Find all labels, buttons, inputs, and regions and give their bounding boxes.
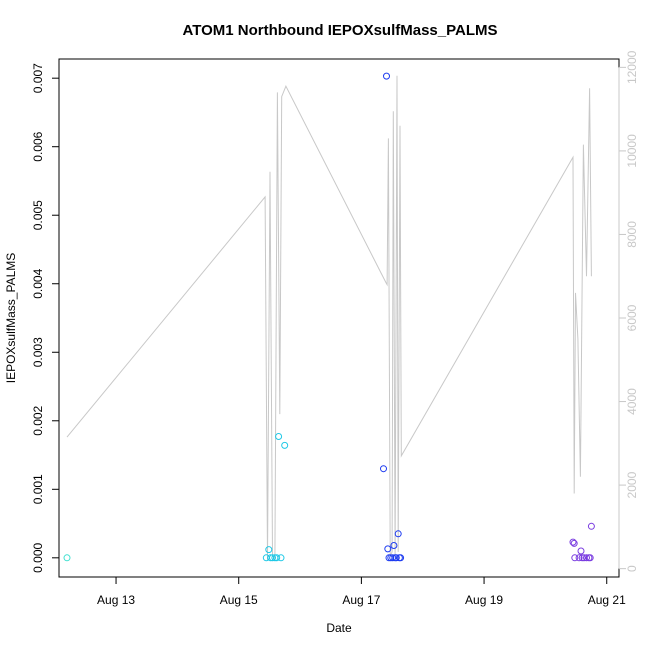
data-point-flight_3: [384, 545, 392, 553]
y2-tick-label: 10000: [625, 134, 639, 168]
data-point-flight_3: [380, 465, 387, 473]
y-tick-label: 0.000: [31, 542, 45, 572]
y2-axis: 0 2000 4000 6000 8000 10000 12000: [618, 50, 639, 572]
x-tick-label: Aug 21: [588, 593, 626, 607]
y-tick-label: 0.005: [31, 200, 45, 230]
data-point-flight_4: [586, 554, 594, 562]
x-axis: Aug 13 Aug 15 Aug 17 Aug 19 Aug 21: [97, 576, 626, 607]
data-point-flight_3: [392, 554, 400, 562]
y2-tick-label: 8000: [625, 221, 639, 248]
data-point-flight_3: [394, 530, 402, 538]
y-tick-label: 0.006: [31, 131, 45, 161]
data-point-flight_2: [265, 546, 273, 554]
y2-tick-label: 2000: [625, 471, 639, 498]
data-point-flight_2: [275, 433, 283, 440]
y-tick-label: 0.004: [31, 268, 45, 298]
data-point-flight_4: [587, 522, 595, 530]
y-axis-label: IEPOXsulfMass_PALMS: [4, 253, 18, 384]
y2-tick-label: 0: [625, 565, 639, 572]
data-point-flight_4: [569, 538, 577, 546]
altitude-layer: [66, 75, 592, 561]
data-point-flight_2: [277, 554, 285, 562]
data-point-flight_3: [397, 554, 405, 562]
y2-tick-label: 12000: [625, 50, 639, 84]
x-tick-label: Aug 19: [465, 593, 503, 607]
chart-title: ATOM1 Northbound IEPOXsulfMass_PALMS: [182, 22, 497, 39]
altitude-line: [66, 75, 592, 561]
y-tick-label: 0.003: [31, 337, 45, 367]
data-point-flight_4: [583, 554, 590, 562]
data-point-flight_4: [575, 554, 583, 562]
data-point-flight_2: [269, 554, 276, 562]
data-point-flight_2: [273, 554, 281, 562]
y-tick-label: 0.002: [31, 405, 45, 435]
y-tick-label: 0.007: [31, 63, 45, 93]
x-tick-label: Aug 15: [220, 593, 258, 607]
data-point-flight_3: [389, 554, 397, 562]
y2-tick-label: 6000: [625, 304, 639, 331]
data-point-flight_4: [577, 547, 585, 555]
x-axis-label: Date: [326, 621, 352, 635]
points-layer: [63, 72, 595, 562]
plot-frame: [58, 58, 620, 578]
x-tick-label: Aug 13: [97, 593, 135, 607]
data-point-flight_3: [390, 542, 398, 549]
data-point-flight_2: [281, 441, 289, 449]
data-point-flight_4: [570, 539, 578, 547]
y-tick-label: 0.001: [31, 474, 45, 504]
y-axis: 0.000 0.001 0.002 0.003 0.004 0.005 0.006 0.007: [31, 63, 60, 573]
x-tick-label: Aug 17: [342, 593, 380, 607]
data-point-flight_3: [383, 72, 390, 80]
data-point-flight_1: [63, 554, 71, 562]
y2-tick-label: 4000: [625, 388, 639, 415]
data-point-flight_4: [571, 554, 579, 562]
